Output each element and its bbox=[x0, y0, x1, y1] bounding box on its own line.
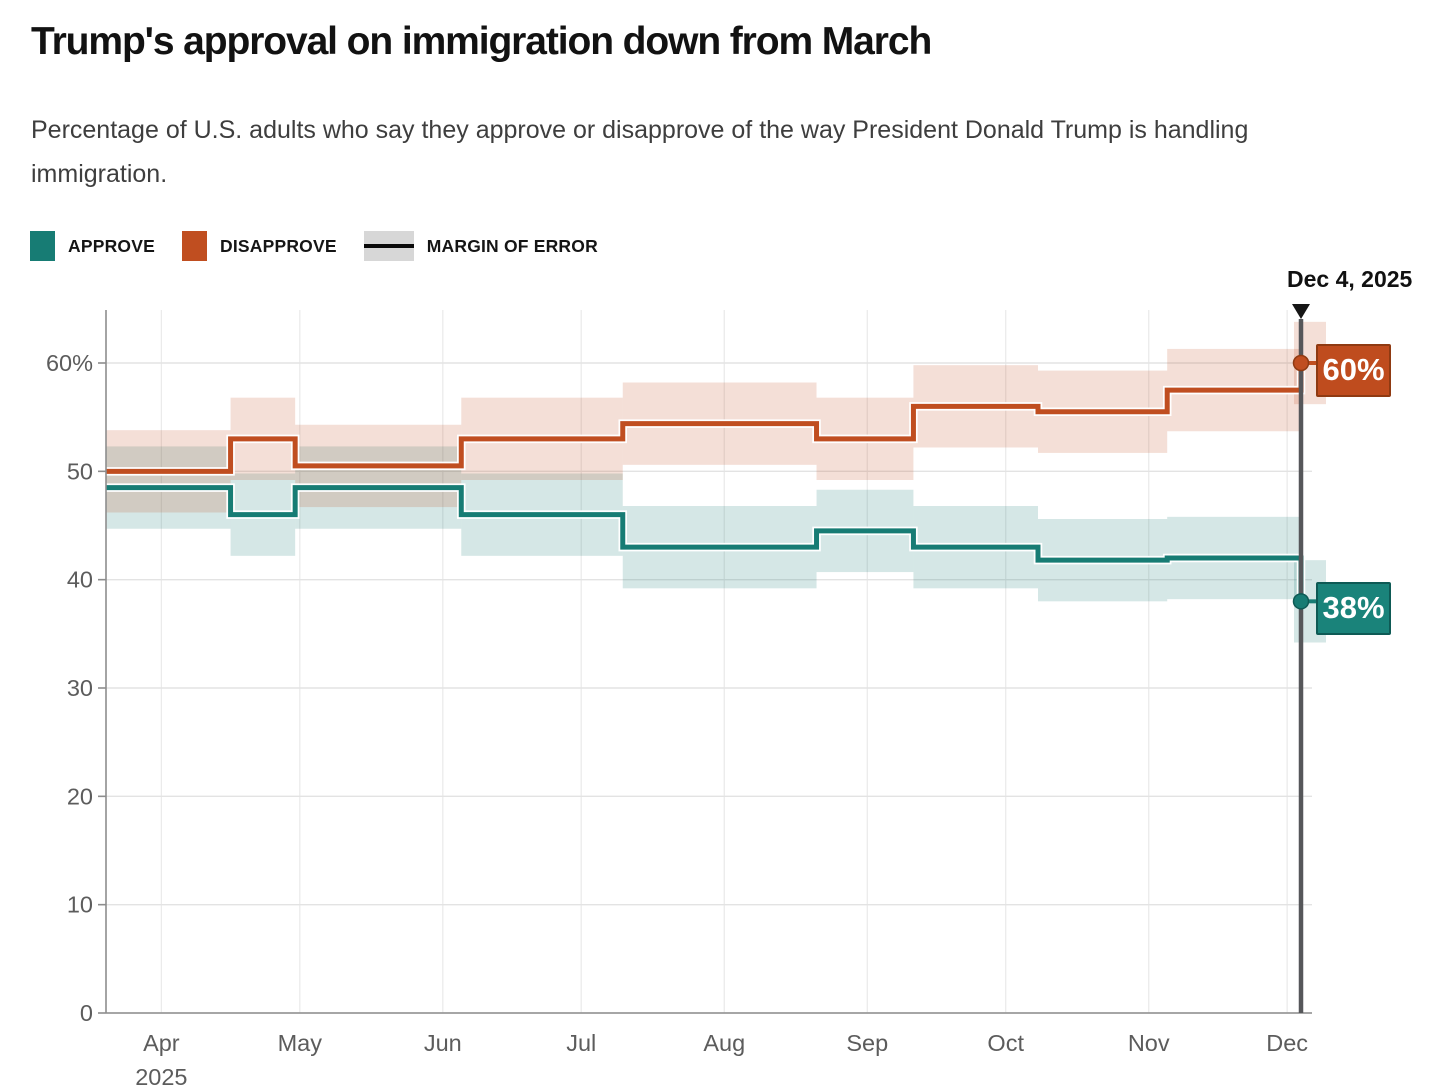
disapprove-end-dot bbox=[1292, 354, 1310, 372]
legend-item-margin-of-error: MARGIN OF ERROR bbox=[363, 231, 598, 261]
legend-item-approve: APPROVE bbox=[30, 231, 155, 261]
legend-item-disapprove: DISAPPROVE bbox=[181, 231, 337, 261]
x-tick-label: Nov bbox=[1128, 1030, 1170, 1056]
x-tick-label: Aug bbox=[703, 1030, 745, 1056]
legend-label-disapprove: DISAPPROVE bbox=[219, 235, 337, 256]
x-tick-label: Sep bbox=[846, 1030, 888, 1056]
x-tick-label: May bbox=[278, 1030, 323, 1056]
chart-subtitle: Percentage of U.S. adults who say they a… bbox=[31, 116, 1249, 188]
x-tick-year-label: 2025 bbox=[135, 1064, 187, 1090]
legend: APPROVE DISAPPROVE MARGIN OF ERROR bbox=[30, 231, 598, 261]
x-tick-label: Jul bbox=[566, 1030, 596, 1056]
y-tick-label: 50 bbox=[67, 458, 93, 484]
approve-swatch-icon bbox=[30, 231, 55, 261]
moe-line-icon bbox=[363, 244, 414, 248]
approve-line bbox=[106, 485, 1304, 602]
legend-label-approve: APPROVE bbox=[68, 235, 155, 256]
disapprove-line bbox=[106, 363, 1304, 474]
x-tick-label: Dec bbox=[1266, 1030, 1308, 1056]
y-tick-label: 0 bbox=[80, 1000, 93, 1026]
x-tick-label: Jun bbox=[424, 1030, 462, 1056]
x-tick-label: Oct bbox=[987, 1030, 1024, 1056]
y-tick-label: 30 bbox=[67, 675, 93, 701]
margin-of-error-swatch-icon bbox=[363, 231, 414, 261]
y-tick-label: 40 bbox=[67, 567, 93, 593]
disapprove-end-value-badge: 60% bbox=[1316, 343, 1391, 397]
y-tick-label: 10 bbox=[67, 892, 93, 918]
moe-bands bbox=[106, 321, 1326, 643]
y-tick-label: 20 bbox=[67, 783, 93, 809]
annotation-date-label: Dec 4, 2025 bbox=[1287, 266, 1413, 292]
disapprove-swatch-icon bbox=[181, 231, 207, 261]
approve-end-dot bbox=[1292, 593, 1310, 610]
x-tick-label: Apr bbox=[143, 1030, 180, 1056]
approve-end-value-badge: 38% bbox=[1316, 581, 1391, 635]
page-title: Trump's approval on immigration down fro… bbox=[31, 20, 932, 63]
legend-label-margin-of-error: MARGIN OF ERROR bbox=[426, 235, 598, 256]
y-tick-label: 60% bbox=[46, 350, 93, 376]
annotation-pointer-icon bbox=[1292, 304, 1310, 319]
